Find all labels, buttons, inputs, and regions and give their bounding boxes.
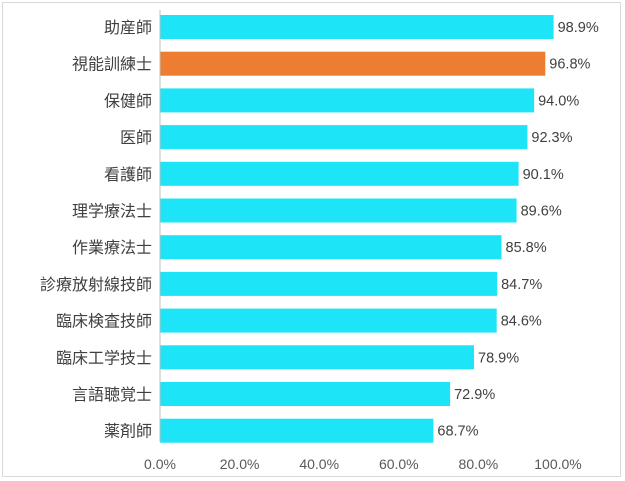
value-label-0: 98.9% bbox=[558, 20, 599, 36]
category-label-2: 保健師 bbox=[104, 91, 152, 110]
category-label-1: 視能訓練士 bbox=[72, 55, 152, 74]
bar-8 bbox=[160, 308, 497, 333]
bar-2 bbox=[160, 88, 535, 113]
bar-1 bbox=[160, 51, 546, 76]
x-tick-label-5: 100.0% bbox=[534, 456, 581, 472]
bar-6 bbox=[160, 235, 502, 260]
value-label-11: 68.7% bbox=[437, 424, 478, 440]
x-tick-label-3: 60.0% bbox=[379, 456, 419, 472]
category-label-5: 理学療法士 bbox=[72, 202, 152, 221]
value-label-10: 72.9% bbox=[454, 387, 495, 403]
value-label-2: 94.0% bbox=[538, 93, 579, 109]
bar-3 bbox=[160, 125, 528, 150]
category-label-7: 診療放射線技師 bbox=[40, 275, 152, 294]
x-tick-label-4: 80.0% bbox=[459, 456, 499, 472]
x-tick-label-1: 20.0% bbox=[220, 456, 260, 472]
bar-7 bbox=[160, 271, 498, 296]
bar-9 bbox=[160, 345, 474, 370]
x-tick-label-0: 0.0% bbox=[144, 456, 176, 472]
bar-4 bbox=[160, 161, 519, 186]
value-label-7: 84.7% bbox=[501, 277, 542, 293]
category-label-11: 薬剤師 bbox=[104, 422, 152, 441]
category-label-9: 臨床工学技士 bbox=[56, 348, 152, 367]
category-label-4: 看護師 bbox=[104, 165, 152, 184]
bar-5 bbox=[160, 198, 517, 223]
category-label-6: 作業療法士 bbox=[72, 238, 152, 257]
value-label-8: 84.6% bbox=[501, 314, 542, 330]
value-label-3: 92.3% bbox=[531, 130, 572, 146]
x-tick-label-2: 40.0% bbox=[299, 456, 339, 472]
value-label-5: 89.6% bbox=[521, 204, 562, 220]
bar-10 bbox=[160, 382, 451, 406]
bar-11 bbox=[160, 418, 434, 443]
category-label-10: 言語聴覚士 bbox=[72, 385, 152, 404]
category-label-3: 医師 bbox=[120, 128, 152, 147]
value-label-4: 90.1% bbox=[523, 167, 564, 183]
category-label-8: 臨床検査技師 bbox=[56, 312, 152, 331]
bar-0 bbox=[160, 15, 554, 39]
value-label-6: 85.8% bbox=[506, 240, 547, 256]
value-label-1: 96.8% bbox=[549, 57, 590, 73]
value-label-9: 78.9% bbox=[478, 350, 519, 366]
category-label-0: 助産師 bbox=[104, 18, 152, 37]
